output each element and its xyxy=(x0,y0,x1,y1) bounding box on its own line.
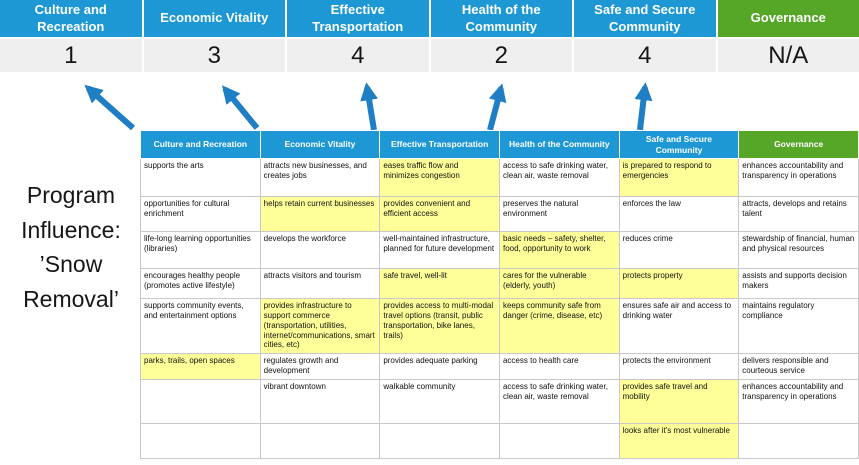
matrix-cell-r5-c6: maintains regulatory compliance xyxy=(738,298,859,355)
matrix-cell-r8-c1 xyxy=(140,423,261,460)
matrix-header-health-of-the-community: Health of the Community xyxy=(498,129,620,160)
matrix-cell-r8-c6 xyxy=(738,423,859,460)
matrix-row-8: looks after it's most vulnerable xyxy=(140,423,859,460)
matrix-row-4: encourages healthy people (promotes acti… xyxy=(140,268,859,300)
matrix-row-7: vibrant downtown walkable community access… xyxy=(140,379,859,425)
matrix-cell-r5-c3: provides access to multi-modal travel op… xyxy=(379,298,500,355)
category-header-health-of-the-community: Health of the Community xyxy=(430,0,572,37)
matrix-cell-r6-c5: protects the environment xyxy=(618,353,740,381)
matrix-cell-r7-c5: provides safe travel and mobility xyxy=(618,379,740,425)
matrix-cell-r3-c5: reduces crime xyxy=(618,231,740,270)
matrix-row-5: supports community events, and entertain… xyxy=(140,298,859,355)
score-health-of-the-community: 2 xyxy=(430,39,572,72)
matrix-cell-r7-c3: walkable community xyxy=(379,379,500,425)
matrix-cell-r4-c2: attracts visitors and tourism xyxy=(259,268,381,300)
matrix-cell-r1-c6: enhances accountability and transparency… xyxy=(738,158,859,198)
matrix-cell-r8-c4 xyxy=(498,423,620,460)
influence-arrow-safe-and-secure-community xyxy=(634,82,653,131)
score-economic-vitality: 3 xyxy=(143,39,285,72)
matrix-body: supports the arts attracts new businesses… xyxy=(140,158,859,460)
matrix-cell-r2-c2: helps retain current businesses xyxy=(259,196,381,233)
score-culture-and-recreation: 1 xyxy=(0,39,142,72)
matrix-cell-r8-c3 xyxy=(379,423,500,460)
category-header-governance: Governance xyxy=(717,0,859,37)
matrix-cell-r3-c2: develops the workforce xyxy=(259,231,381,270)
matrix-row-1: supports the arts attracts new businesses… xyxy=(140,158,859,198)
matrix-cell-r3-c6: stewardship of financial, human and phys… xyxy=(738,231,859,270)
matrix-cell-r3-c1: life-long learning opportunities (librar… xyxy=(140,231,261,270)
matrix-cell-r6-c1: parks, trails, open spaces xyxy=(140,353,261,381)
influence-arrow-effective-transportation xyxy=(360,82,379,131)
matrix-cell-r4-c5: protects property xyxy=(618,268,740,300)
matrix-cell-r2-c5: enforces the law xyxy=(618,196,740,233)
matrix-cell-r1-c4: access to safe drinking water, clean air… xyxy=(498,158,620,198)
matrix-cell-r4-c3: safe travel, well-lit xyxy=(379,268,500,300)
score-governance: N/A xyxy=(717,39,859,72)
score-effective-transportation: 4 xyxy=(287,39,429,72)
matrix-cell-r2-c3: provides convenient and efficient access xyxy=(379,196,500,233)
score-row: 1 3 4 2 4 N/A xyxy=(0,39,859,72)
matrix-cell-r1-c1: supports the arts xyxy=(140,158,261,198)
matrix-cell-r6-c3: provides adequate parking xyxy=(379,353,500,381)
matrix-cell-r1-c3: eases traffic flow and minimizes congest… xyxy=(379,158,500,198)
category-header-row: Culture and Recreation Economic Vitality E… xyxy=(0,0,859,37)
program-influence-title: Program Influence: ’Snow Removal’ xyxy=(21,182,121,312)
matrix-cell-r4-c6: assists and supports decision makers xyxy=(738,268,859,300)
category-header-effective-transportation: Effective Transportation xyxy=(287,0,429,37)
matrix-cell-r4-c4: cares for the vulnerable (elderly, youth… xyxy=(498,268,620,300)
matrix-cell-r1-c5: is prepared to respond to emergencies xyxy=(618,158,740,198)
matrix-wrap: Culture and Recreation Economic Vitality E… xyxy=(140,129,859,460)
matrix-row-2: opportunities for cultural enrichment hel… xyxy=(140,196,859,233)
influence-arrow-health-of-the-community xyxy=(487,83,507,131)
matrix-cell-r2-c6: attracts, develops and retains talent xyxy=(738,196,859,233)
influence-arrow-economic-vitality xyxy=(221,85,260,130)
influence-arrows xyxy=(84,82,653,131)
matrix-cell-r7-c1 xyxy=(140,379,261,425)
matrix-cell-r4-c1: encourages healthy people (promotes acti… xyxy=(140,268,261,300)
matrix-cell-r5-c2: provides infrastructure to support comme… xyxy=(259,298,381,355)
category-header-safe-and-secure-community: Safe and Secure Community xyxy=(574,0,716,37)
matrix-cell-r6-c2: regulates growth and development xyxy=(259,353,381,381)
matrix-cell-r6-c6: delivers responsible and courteous servi… xyxy=(738,353,859,381)
matrix-header-economic-vitality: Economic Vitality xyxy=(259,129,381,160)
matrix-row-6: parks, trails, open spaces regulates grow… xyxy=(140,353,859,381)
matrix-header-governance: Governance xyxy=(738,129,859,160)
matrix-cell-r3-c4: basic needs – safety, shelter, food, opp… xyxy=(498,231,620,270)
matrix-header-culture-and-recreation: Culture and Recreation xyxy=(140,129,261,160)
matrix-cell-r6-c4: access to health care xyxy=(498,353,620,381)
matrix-cell-r7-c6: enhances accountability and transparency… xyxy=(738,379,859,425)
category-header-economic-vitality: Economic Vitality xyxy=(143,0,285,37)
score-safe-and-secure-community: 4 xyxy=(574,39,716,72)
matrix-row-3: life-long learning opportunities (librar… xyxy=(140,231,859,270)
matrix-cell-r2-c4: preserves the natural environment xyxy=(498,196,620,233)
matrix-header-effective-transportation: Effective Transportation xyxy=(379,129,500,160)
influence-arrow-culture-and-recreation xyxy=(84,84,135,131)
category-matrix-table: Culture and Recreation Economic Vitality E… xyxy=(140,129,859,460)
matrix-cell-r8-c2 xyxy=(259,423,381,460)
matrix-header-safe-and-secure-community: Safe and Secure Community xyxy=(618,129,740,160)
matrix-cell-r8-c5: looks after it's most vulnerable xyxy=(618,423,740,460)
matrix-cell-r5-c1: supports community events, and entertain… xyxy=(140,298,261,355)
matrix-cell-r5-c5: ensures safe air and access to drinking … xyxy=(618,298,740,355)
matrix-cell-r5-c4: keeps community safe from danger (crime,… xyxy=(498,298,620,355)
matrix-header-row: Culture and Recreation Economic Vitality E… xyxy=(140,129,859,160)
matrix-cell-r2-c1: opportunities for cultural enrichment xyxy=(140,196,261,233)
matrix-cell-r7-c4: access to safe drinking water, clean air… xyxy=(498,379,620,425)
matrix-cell-r1-c2: attracts new businesses, and creates job… xyxy=(259,158,381,198)
matrix-cell-r7-c2: vibrant downtown xyxy=(259,379,381,425)
matrix-cell-r3-c3: well-maintained infrastructure, planned … xyxy=(379,231,500,270)
category-header-culture-and-recreation: Culture and Recreation xyxy=(0,0,142,37)
